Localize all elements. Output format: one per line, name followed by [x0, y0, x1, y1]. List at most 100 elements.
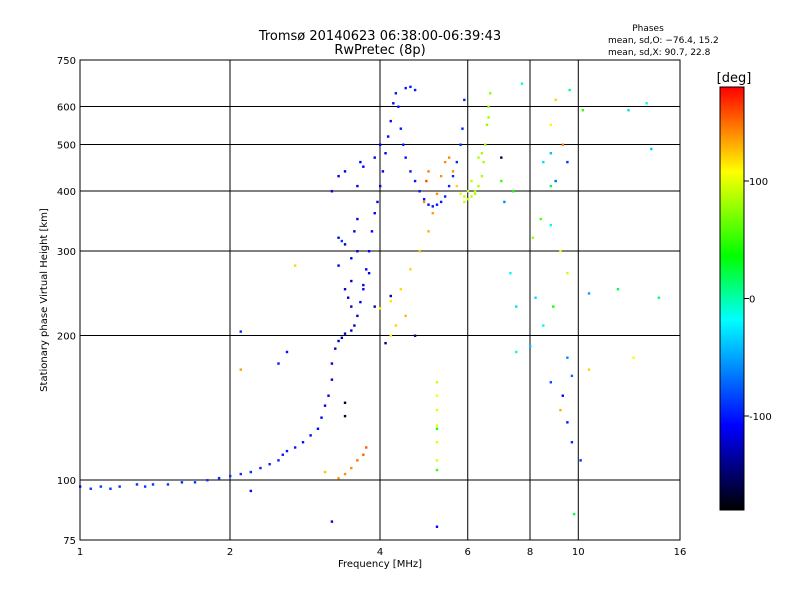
data-point — [470, 195, 473, 198]
data-point — [435, 427, 439, 430]
data-point — [365, 446, 368, 449]
data-point — [542, 324, 545, 327]
data-point — [309, 434, 312, 437]
colorbar-ticks: 100 0 -100 — [744, 177, 772, 423]
data-point — [389, 294, 392, 298]
data-point — [89, 487, 92, 490]
data-point — [362, 288, 365, 291]
data-point — [337, 264, 340, 267]
data-point — [485, 123, 489, 127]
data-point — [356, 217, 359, 221]
data-point — [281, 453, 284, 456]
data-point — [277, 459, 280, 462]
data-point — [473, 190, 477, 193]
data-point — [480, 174, 484, 178]
data-point — [217, 476, 221, 480]
data-point — [627, 109, 630, 112]
data-point — [451, 170, 455, 173]
x-tick-label: 1 — [77, 547, 83, 558]
x-tick-label: 6 — [465, 547, 471, 558]
data-point — [427, 170, 430, 173]
data-point — [561, 143, 564, 146]
data-point — [477, 156, 480, 159]
data-point — [435, 441, 439, 444]
data-point — [554, 179, 557, 183]
data-point — [561, 394, 564, 397]
x-tick-labels: 1 2 4 6 8 10 16 — [77, 547, 687, 558]
data-point — [166, 483, 170, 486]
x-axis-label: Frequency [MHz] — [338, 559, 422, 570]
data-point — [404, 156, 407, 159]
data-point — [566, 271, 569, 275]
data-point — [394, 92, 398, 95]
data-point — [379, 143, 382, 146]
data-point — [337, 236, 340, 239]
data-point — [356, 314, 359, 318]
data-point — [362, 165, 365, 168]
x-tick-label: 16 — [674, 547, 687, 558]
data-point — [422, 198, 426, 201]
colorbar — [719, 86, 745, 511]
data-point — [435, 459, 439, 462]
data-point — [404, 86, 407, 90]
data-point — [570, 374, 574, 378]
data-point — [572, 512, 576, 516]
data-point — [431, 212, 434, 215]
data-point — [301, 441, 305, 444]
data-point — [356, 459, 359, 462]
data-point — [455, 160, 459, 164]
data-point — [330, 190, 334, 193]
x-tick-label: 2 — [227, 547, 233, 558]
data-point — [356, 250, 359, 253]
data-point — [581, 109, 584, 112]
data-point — [587, 368, 591, 371]
data-point — [239, 368, 242, 371]
data-point — [435, 468, 439, 472]
data-point — [330, 362, 334, 365]
data-point — [239, 330, 242, 333]
data-point — [480, 152, 484, 155]
data-point — [559, 408, 562, 412]
data-point — [463, 195, 466, 198]
data-point — [559, 250, 562, 253]
data-point — [439, 174, 443, 178]
data-point — [367, 271, 371, 275]
data-point — [389, 119, 392, 123]
data-point — [384, 152, 387, 155]
data-point — [343, 170, 347, 173]
data-point — [461, 127, 464, 130]
data-point — [359, 160, 362, 164]
data-point — [229, 474, 232, 478]
colorbar-tick-label: -100 — [749, 412, 772, 423]
data-point — [323, 470, 327, 474]
data-point — [503, 200, 506, 204]
data-point — [350, 329, 353, 332]
data-point — [443, 195, 447, 198]
data-point — [534, 296, 537, 299]
data-point — [554, 98, 557, 102]
data-point — [466, 198, 470, 201]
data-point — [343, 288, 347, 291]
data-point — [463, 200, 466, 204]
phase-info-heading: Phases — [632, 24, 664, 34]
data-point — [409, 170, 412, 173]
chart-title: Tromsø 20140623 06:38:00-06:39:43 — [258, 29, 501, 44]
data-point — [616, 288, 620, 291]
data-point — [365, 268, 368, 271]
data-point — [379, 307, 382, 310]
data-point — [515, 305, 518, 308]
data-point — [566, 356, 569, 359]
data-point — [549, 223, 553, 227]
data-point — [340, 336, 344, 340]
data-point — [484, 143, 487, 146]
data-point — [435, 192, 439, 196]
data-point — [404, 314, 407, 318]
data-point — [399, 288, 403, 291]
data-point — [285, 449, 289, 453]
data-point — [509, 271, 512, 275]
y-tick-label: 100 — [57, 476, 76, 487]
data-point — [327, 394, 330, 397]
data-point — [356, 184, 359, 188]
data-point — [447, 184, 451, 188]
data-point — [435, 203, 439, 206]
